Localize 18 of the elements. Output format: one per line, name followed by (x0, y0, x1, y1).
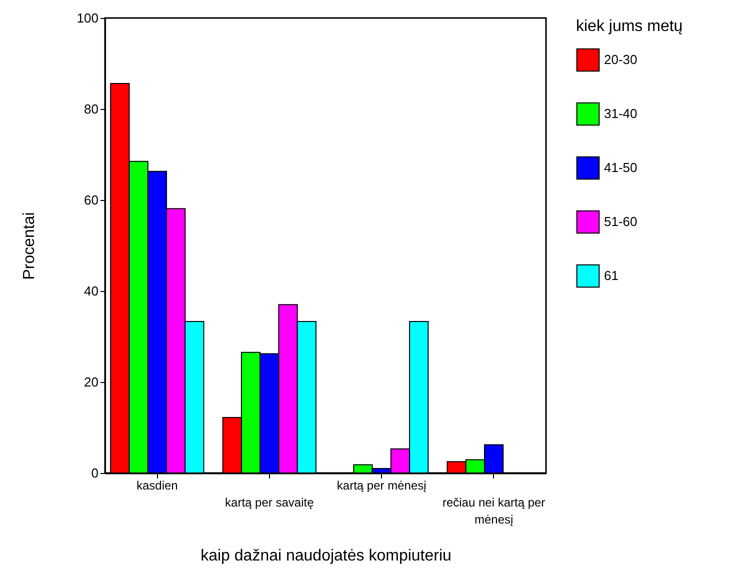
y-tick-label: 80 (84, 102, 98, 116)
legend-label: 41-50 (604, 160, 638, 175)
y-axis-title: Procentai (20, 212, 38, 280)
legend-title: kiek jums metų (576, 18, 683, 35)
x-tick-label: kartą per savaitę (225, 496, 314, 510)
legend-label: 20-30 (604, 52, 638, 67)
x-tick-label: kasdien (136, 478, 178, 492)
legend-label: 61 (604, 268, 618, 283)
x-tick-label: rečiau nei kartą per mėnesį (442, 496, 546, 526)
y-tick-label: 0 (91, 466, 98, 480)
y-tick-label: 100 (76, 10, 98, 26)
y-tick-label: 20 (84, 374, 98, 390)
x-tick-label: kartą per mėnesį (336, 478, 427, 492)
y-tick-label: 60 (84, 192, 98, 208)
legend-label: 31-40 (604, 106, 638, 121)
legend-label: 51-60 (604, 214, 638, 229)
x-axis-title: kaip dažnai naudojatės kompiuteriu (200, 548, 452, 564)
y-tick-label: 40 (84, 284, 98, 298)
